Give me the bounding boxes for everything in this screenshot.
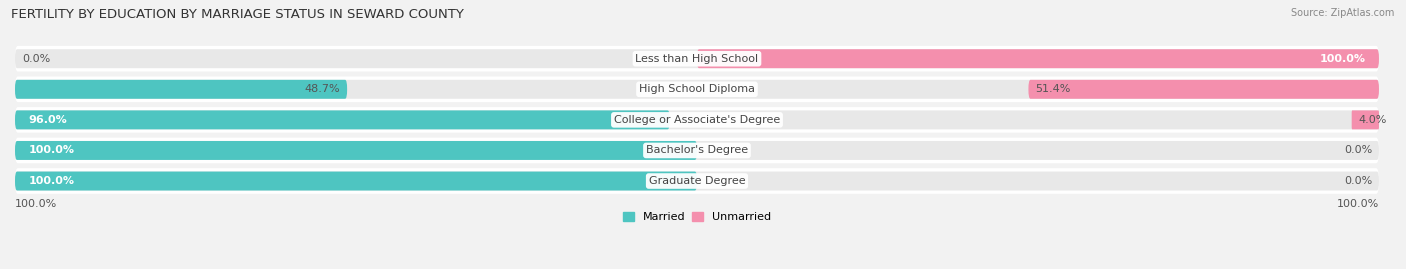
Text: 0.0%: 0.0% [1344,176,1372,186]
Text: 0.0%: 0.0% [22,54,51,64]
FancyBboxPatch shape [15,141,1379,160]
Legend: Married, Unmarried: Married, Unmarried [619,207,776,226]
Text: 51.4%: 51.4% [1035,84,1070,94]
Text: Source: ZipAtlas.com: Source: ZipAtlas.com [1291,8,1395,18]
FancyBboxPatch shape [15,172,1379,190]
Text: 4.0%: 4.0% [1358,115,1386,125]
Text: 48.7%: 48.7% [305,84,340,94]
Text: College or Associate's Degree: College or Associate's Degree [614,115,780,125]
FancyBboxPatch shape [15,80,1379,99]
FancyBboxPatch shape [697,49,1379,68]
FancyBboxPatch shape [1028,80,1379,99]
Text: 100.0%: 100.0% [28,146,75,155]
FancyBboxPatch shape [15,46,1379,72]
FancyBboxPatch shape [15,107,1379,133]
Text: High School Diploma: High School Diploma [638,84,755,94]
Text: 100.0%: 100.0% [15,199,58,209]
FancyBboxPatch shape [15,80,347,99]
FancyBboxPatch shape [15,141,697,160]
Text: FERTILITY BY EDUCATION BY MARRIAGE STATUS IN SEWARD COUNTY: FERTILITY BY EDUCATION BY MARRIAGE STATU… [11,8,464,21]
Text: 100.0%: 100.0% [28,176,75,186]
FancyBboxPatch shape [15,172,697,190]
FancyBboxPatch shape [15,138,1379,163]
Text: 96.0%: 96.0% [28,115,67,125]
FancyBboxPatch shape [1351,110,1379,129]
Text: Graduate Degree: Graduate Degree [648,176,745,186]
Text: 100.0%: 100.0% [1319,54,1365,64]
FancyBboxPatch shape [15,76,1379,102]
Text: 0.0%: 0.0% [1344,146,1372,155]
FancyBboxPatch shape [15,168,1379,194]
FancyBboxPatch shape [15,110,1379,129]
FancyBboxPatch shape [15,49,1379,68]
FancyBboxPatch shape [15,110,669,129]
Text: Bachelor's Degree: Bachelor's Degree [645,146,748,155]
Text: 100.0%: 100.0% [1337,199,1379,209]
Text: Less than High School: Less than High School [636,54,759,64]
